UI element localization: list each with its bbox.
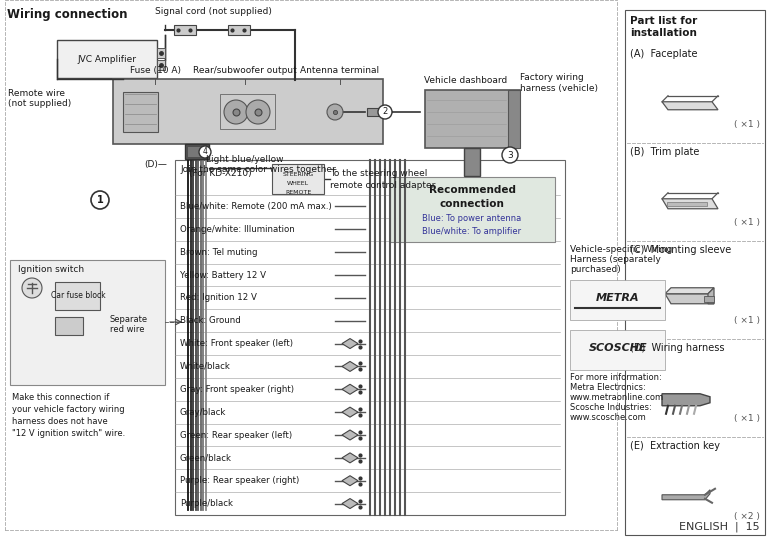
Text: ( ×1 ): ( ×1 ): [734, 316, 760, 325]
Text: harness (vehicle): harness (vehicle): [520, 84, 598, 92]
FancyBboxPatch shape: [570, 280, 665, 320]
FancyBboxPatch shape: [10, 260, 165, 385]
Circle shape: [22, 278, 42, 298]
FancyBboxPatch shape: [176, 241, 365, 264]
Text: Purple/black: Purple/black: [180, 499, 233, 508]
Polygon shape: [342, 453, 358, 463]
Circle shape: [502, 147, 518, 163]
FancyBboxPatch shape: [57, 40, 157, 78]
FancyBboxPatch shape: [113, 79, 383, 144]
Polygon shape: [342, 407, 358, 417]
FancyBboxPatch shape: [667, 202, 707, 206]
Text: (B)  Trim plate: (B) Trim plate: [630, 147, 700, 157]
Text: For more information:: For more information:: [570, 374, 662, 382]
Text: purchased): purchased): [570, 266, 621, 274]
Text: Rear/subwoofer output: Rear/subwoofer output: [193, 66, 297, 75]
FancyBboxPatch shape: [704, 296, 714, 302]
Text: red wire: red wire: [110, 326, 144, 334]
Text: Blue/white: Remote (200 mA max.): Blue/white: Remote (200 mA max.): [180, 202, 332, 211]
Circle shape: [327, 104, 343, 120]
FancyBboxPatch shape: [176, 264, 365, 286]
Text: Purple: Rear speaker (right): Purple: Rear speaker (right): [180, 476, 300, 485]
FancyBboxPatch shape: [176, 424, 365, 447]
Text: Recommended: Recommended: [429, 185, 515, 195]
Text: Make this connection if: Make this connection if: [12, 393, 109, 402]
Text: harness does not have: harness does not have: [12, 417, 108, 426]
Text: White: Front speaker (left): White: Front speaker (left): [180, 339, 293, 348]
Text: your vehicle factory wiring: your vehicle factory wiring: [12, 405, 124, 414]
Text: METRA: METRA: [596, 293, 640, 303]
FancyBboxPatch shape: [176, 492, 365, 515]
Circle shape: [199, 146, 211, 158]
FancyBboxPatch shape: [176, 287, 365, 309]
Text: Separate: Separate: [110, 315, 148, 325]
Text: 2: 2: [382, 107, 388, 117]
Text: (D)  Wiring harness: (D) Wiring harness: [630, 343, 724, 353]
Circle shape: [246, 100, 270, 124]
Polygon shape: [342, 339, 358, 349]
Text: Join the same color wires together.: Join the same color wires together.: [180, 165, 338, 174]
FancyBboxPatch shape: [176, 355, 365, 378]
Text: Blue/white: To amplifier: Blue/white: To amplifier: [422, 227, 521, 236]
Text: (not supplied): (not supplied): [8, 99, 71, 109]
Polygon shape: [708, 288, 714, 304]
Text: "12 V ignition switch" wire.: "12 V ignition switch" wire.: [12, 429, 125, 438]
FancyBboxPatch shape: [176, 310, 365, 332]
FancyBboxPatch shape: [55, 282, 100, 310]
Text: ( ×1 ): ( ×1 ): [734, 120, 760, 129]
Polygon shape: [665, 288, 714, 294]
Text: ENGLISH  |  15: ENGLISH | 15: [680, 522, 760, 532]
Text: (D)—: (D)—: [144, 159, 167, 168]
Text: To the steering wheel: To the steering wheel: [330, 170, 427, 179]
Text: Vehicle-specific Wiring: Vehicle-specific Wiring: [570, 246, 672, 254]
Text: Red: Ignition 12 V: Red: Ignition 12 V: [180, 293, 257, 302]
Text: Ignition switch: Ignition switch: [18, 265, 84, 274]
Circle shape: [378, 105, 392, 119]
FancyBboxPatch shape: [570, 330, 665, 370]
FancyBboxPatch shape: [464, 148, 480, 176]
Text: (C)  Mounting sleeve: (C) Mounting sleeve: [630, 245, 731, 255]
FancyBboxPatch shape: [625, 10, 765, 535]
FancyBboxPatch shape: [508, 90, 520, 148]
Text: Harness (separately: Harness (separately: [570, 255, 661, 265]
Text: Blue: To power antenna: Blue: To power antenna: [422, 214, 521, 223]
Polygon shape: [342, 498, 358, 509]
Circle shape: [91, 191, 109, 209]
FancyBboxPatch shape: [365, 160, 565, 515]
FancyBboxPatch shape: [123, 92, 158, 132]
Text: Car fuse block: Car fuse block: [51, 292, 105, 300]
Polygon shape: [342, 430, 358, 440]
Text: ( ×1 ): ( ×1 ): [734, 218, 760, 227]
Text: connection: connection: [439, 199, 505, 209]
FancyBboxPatch shape: [174, 25, 196, 35]
Text: 4: 4: [203, 147, 207, 157]
Text: Gray: Front speaker (right): Gray: Front speaker (right): [180, 385, 294, 394]
Polygon shape: [665, 294, 714, 304]
FancyBboxPatch shape: [176, 401, 365, 423]
FancyBboxPatch shape: [176, 447, 365, 469]
Text: Factory wiring: Factory wiring: [520, 73, 584, 83]
Text: REMOTE: REMOTE: [285, 190, 311, 195]
Polygon shape: [662, 102, 718, 110]
Text: Orange/white: Illumination: Orange/white: Illumination: [180, 225, 295, 234]
Text: (A)  Faceplate: (A) Faceplate: [630, 49, 697, 59]
Text: SCOSCHE: SCOSCHE: [589, 343, 647, 353]
Text: installation: installation: [630, 28, 697, 38]
Text: 3: 3: [507, 151, 513, 159]
Text: Light blue/yellow: Light blue/yellow: [207, 155, 283, 164]
FancyBboxPatch shape: [187, 146, 207, 157]
Text: remote control adapter: remote control adapter: [330, 181, 435, 191]
Text: JVC Amplifier: JVC Amplifier: [78, 55, 137, 64]
Text: Green: Rear speaker (left): Green: Rear speaker (left): [180, 430, 292, 440]
FancyBboxPatch shape: [228, 25, 250, 35]
Text: STEERING: STEERING: [283, 172, 313, 177]
Text: Antenna terminal: Antenna terminal: [300, 66, 379, 75]
Text: Wiring connection: Wiring connection: [7, 8, 127, 21]
FancyBboxPatch shape: [176, 195, 365, 218]
Text: Fuse (10 A): Fuse (10 A): [130, 66, 180, 75]
FancyBboxPatch shape: [425, 90, 520, 148]
FancyBboxPatch shape: [176, 218, 365, 241]
Text: WHEEL: WHEEL: [287, 181, 309, 186]
Text: www.scosche.com: www.scosche.com: [570, 414, 647, 422]
